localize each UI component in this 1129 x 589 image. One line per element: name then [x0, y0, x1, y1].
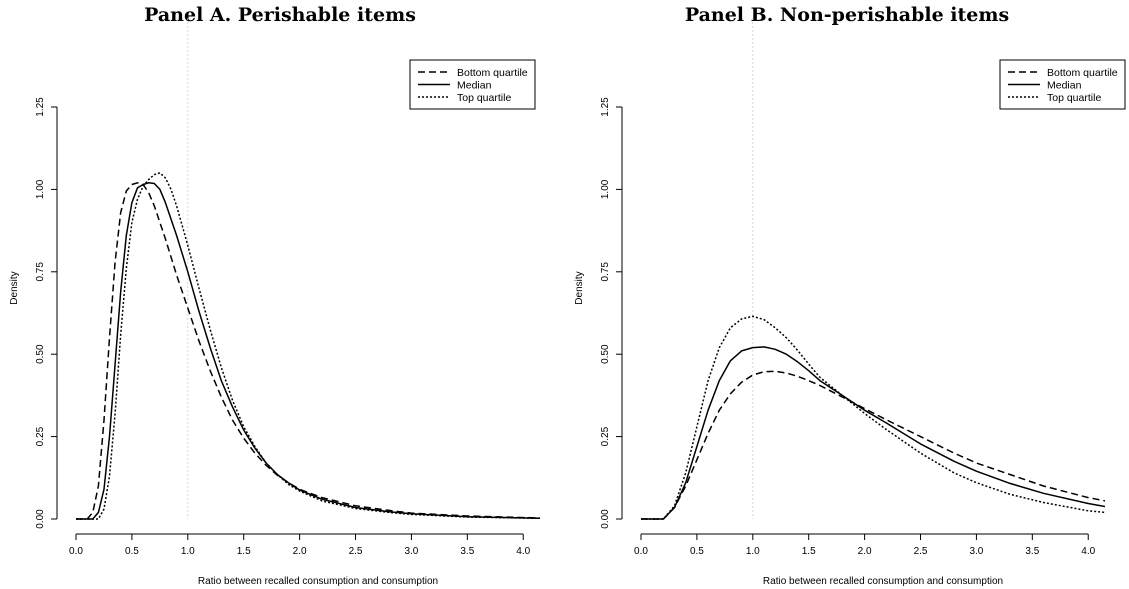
y-tick-label: 0.00: [35, 509, 46, 529]
y-tick-label: 0.75: [600, 262, 611, 282]
x-tick-label: 1.5: [802, 546, 816, 557]
panel-a-chart: 0.00 0.25 0.50 0.75 1.00 1.25 0.0 0.5 1.0 1.5 2.0 2…: [9, 18, 540, 587]
legend-label: Median: [1047, 80, 1082, 92]
x-tick-label: 1.0: [181, 546, 195, 557]
y-tick-label: 0.50: [600, 344, 611, 364]
y-tick-label: 1.25: [35, 97, 46, 117]
x-tick-label: 1.0: [746, 546, 760, 557]
y-tick-label: 0.00: [600, 509, 611, 529]
x-axis-title: Ratio between recalled consumption and c…: [763, 576, 1003, 587]
legend-label: Top quartile: [1047, 92, 1101, 104]
x-tick-label: 3.0: [404, 546, 418, 557]
legend-label: Bottom quartile: [1047, 67, 1118, 79]
y-axis-title: Density: [574, 271, 585, 304]
panel-a: Panel A. Perishable items 0.00 0.25 0.50 0.…: [0, 0, 560, 589]
y-tick-label: 0.50: [35, 344, 46, 364]
x-tick-label: 3.5: [1025, 546, 1039, 557]
panel-b-chart: 0.00 0.25 0.50 0.75 1.00 1.25 0.0 0.5 1.0 1.5 2.0 2…: [574, 18, 1126, 587]
x-tick-label: 3.5: [460, 546, 474, 557]
y-tick-label: 0.25: [600, 426, 611, 446]
x-tick-label: 0.0: [69, 546, 83, 557]
legend-label: Bottom quartile: [457, 67, 528, 79]
x-tick-label: 0.5: [125, 546, 139, 557]
panel-b-title: Panel B. Non-perishable items: [684, 4, 1010, 26]
y-axis-title: Density: [9, 271, 20, 304]
y-tick-label: 1.00: [35, 179, 46, 199]
y-tick-label: 1.25: [600, 97, 611, 117]
series-line-top-quartile: [76, 172, 540, 520]
y-tick-label: 0.75: [35, 262, 46, 282]
x-tick-label: 2.0: [293, 546, 307, 557]
x-tick-label: 4.0: [516, 546, 530, 557]
panel-b: Panel B. Non-perishable items 0.00 0.25 0.…: [565, 0, 1129, 589]
x-tick-label: 2.5: [914, 546, 928, 557]
series-line-median: [76, 182, 540, 520]
series-line-median: [641, 346, 1105, 520]
legend-label: Top quartile: [457, 92, 511, 104]
y-tick-label: 1.00: [600, 179, 611, 199]
x-tick-label: 0.0: [634, 546, 648, 557]
legend-label: Median: [457, 80, 492, 92]
series-line-top-quartile: [641, 315, 1105, 520]
x-axis-title: Ratio between recalled consumption and c…: [198, 576, 438, 587]
y-tick-label: 0.25: [35, 426, 46, 446]
x-tick-label: 2.5: [349, 546, 363, 557]
x-tick-label: 4.0: [1081, 546, 1095, 557]
x-tick-label: 1.5: [237, 546, 251, 557]
x-tick-label: 2.0: [858, 546, 872, 557]
x-tick-label: 3.0: [969, 546, 983, 557]
x-tick-label: 0.5: [690, 546, 704, 557]
panel-a-title: Panel A. Perishable items: [144, 4, 416, 26]
series-line-bottom-quartile: [76, 182, 540, 520]
series-line-bottom-quartile: [641, 370, 1105, 520]
